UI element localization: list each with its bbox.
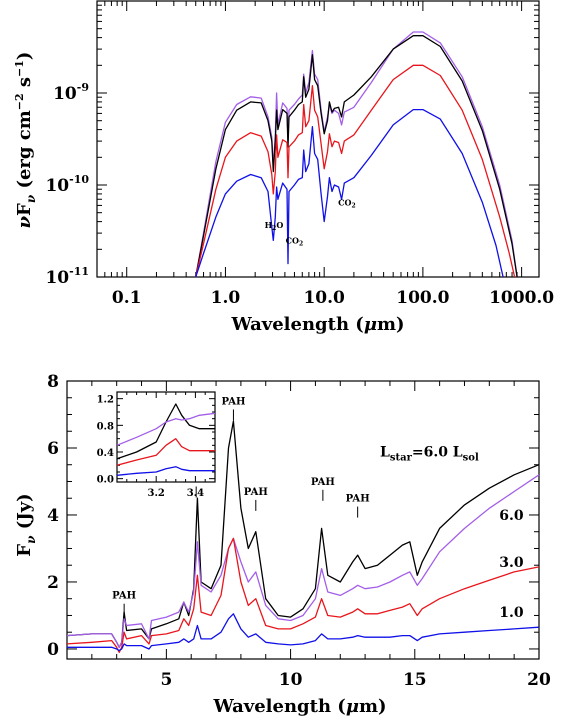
inset-y-tick-label: 0.4 [97, 448, 114, 459]
spectrum-y-tick-label: 2 [47, 573, 59, 593]
sed-y-tick-label: 10-10 [45, 173, 89, 196]
sed-y-axis: 10-11 10-10 10-9 [45, 0, 539, 288]
spectrum-x-axis-label: Wavelength (μm) [212, 696, 386, 717]
spectrum-x-axis: 5 10 15 20 [66, 381, 551, 690]
spectrum-y-tick-label: 4 [47, 506, 59, 526]
inset-y-tick-label: 0.8 [97, 421, 114, 432]
inset-series [116, 403, 216, 476]
sed-x-axis-label: Wavelength (μm) [230, 314, 404, 335]
spectrum-pah-label: PAH [112, 591, 136, 602]
sed-series-line-0 [195, 31, 518, 278]
spectrum-x-tick-label: 15 [403, 670, 427, 690]
spectrum-x-tick-label: 20 [527, 670, 551, 690]
spectrum-y-axis-label: Fν (Jy) [14, 493, 38, 556]
spectrum-series [66, 420, 540, 653]
sed-y-tick-label: 10-9 [53, 81, 89, 104]
inset-y-tick-label: 1.2 [97, 395, 114, 406]
sed-plot-frame [96, 0, 540, 278]
spectrum-pah-label: PAH [346, 494, 370, 505]
spectrum-series-label: 3.0 [499, 555, 524, 571]
spectrum-series-line-1 [66, 474, 540, 648]
sed-x-tick-label: 1.0 [211, 288, 241, 308]
spectrum-y-tick-label: 6 [47, 439, 59, 459]
sed-x-tick-label: 100.0 [396, 288, 449, 308]
sed-annotation: H2O [265, 220, 284, 232]
spectrum-series-line-0 [66, 420, 540, 648]
sed-annotation: CO2 [338, 197, 356, 209]
inset-y-tick-label: 0.0 [97, 475, 114, 486]
sed-y-tick-label: 10-11 [45, 265, 89, 288]
sed-annotation: CO2 [286, 236, 304, 248]
inset-x-tick-label: 3.4 [187, 488, 204, 499]
sed-y-axis-label: νFν (erg cm−2 s−1) [13, 52, 38, 229]
inset-x-axis: 3.2 3.4 [116, 392, 216, 499]
inset-series-line-2 [116, 438, 215, 466]
spectrum-pah-label: PAH [244, 487, 268, 498]
spectrum-x-tick-label: 5 [160, 670, 172, 690]
sed-series [195, 31, 518, 278]
spectrum-series-labels: Lstar=6.0 Lsol 6.0 3.0 1.0 [380, 444, 524, 621]
spectrum-series-label: 6.0 [499, 508, 524, 524]
sed-panel: 0.1 1.0 10.0 100.0 1000.0 10-11 10-10 10-9 H2O… [13, 0, 554, 335]
sed-series-line-3 [195, 108, 504, 278]
sed-x-tick-label: 1000.0 [489, 288, 554, 308]
sed-series-line-2 [195, 64, 516, 278]
inset-panel: 3.2 3.4 0.0 0.4 0.8 1.2 [97, 391, 216, 499]
sed-x-axis: 0.1 1.0 10.0 100.0 1000.0 [96, 1, 554, 308]
inset-series-line-1 [116, 412, 216, 446]
sed-x-tick-label: 0.1 [112, 288, 142, 308]
spectrum-pah-label: PAH [221, 396, 245, 407]
spectrum-x-tick-label: 10 [279, 670, 303, 690]
spectrum-series-line-3 [67, 613, 540, 652]
spectrum-series-label: 1.0 [499, 605, 524, 621]
inset-series-line-3 [116, 466, 215, 476]
spectrum-plot-frame [66, 380, 540, 660]
spectrum-series-label: Lstar=6.0 Lsol [380, 444, 479, 463]
inset-x-tick-label: 3.2 [147, 488, 164, 499]
sed-series-line-1 [195, 35, 518, 278]
spectrum-y-tick-label: 8 [47, 372, 59, 392]
spectrum-y-tick-label: 0 [47, 640, 59, 660]
spectrum-series-line-2 [66, 537, 540, 653]
sed-x-tick-label: 10.0 [303, 288, 345, 308]
spectrum-pah-label: PAH [311, 477, 335, 488]
inset-series-line-0 [116, 403, 215, 460]
